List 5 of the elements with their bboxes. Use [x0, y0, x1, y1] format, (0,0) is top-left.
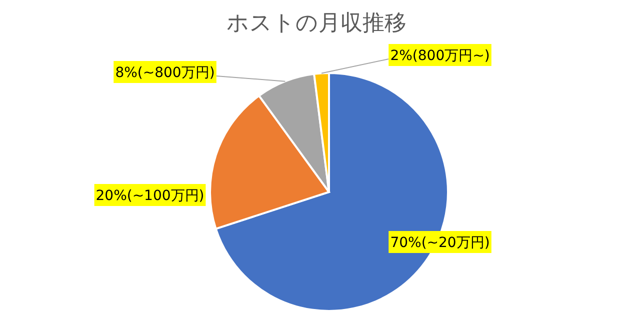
chart-title: ホストの月収推移 [226, 11, 406, 36]
slice-label: 2%(800万円~) [390, 48, 490, 64]
slice-label: 70%(~20万円) [390, 235, 490, 251]
slice-label: 20%(~100万円) [96, 188, 204, 204]
slice-label: 8%(~800万円) [115, 65, 215, 81]
